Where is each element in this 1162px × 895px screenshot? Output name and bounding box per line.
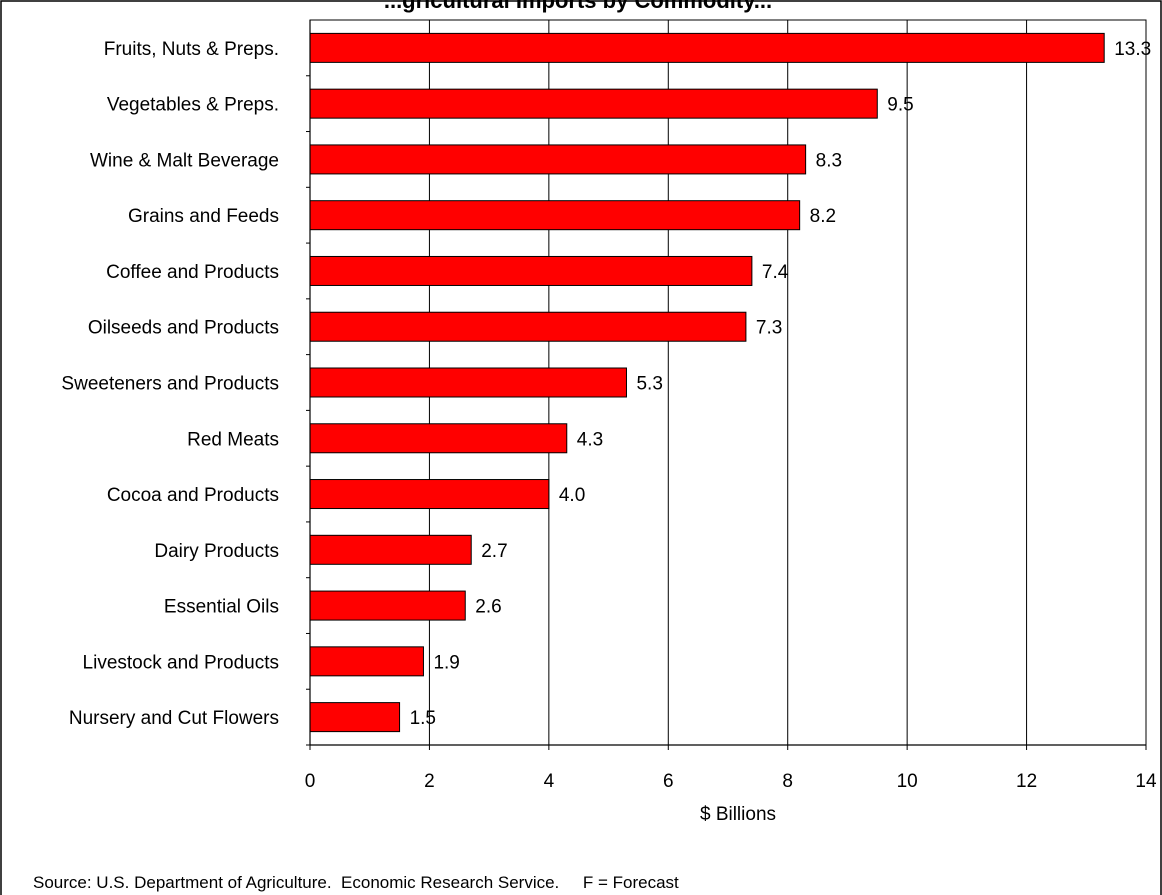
x-tick-label-8: 8 [782,771,793,792]
bar-red-meats [309,423,568,454]
bar-coffee-and-products [309,255,753,286]
value-label-vegetables-preps: 9.5 [887,95,913,116]
category-label-coffee-and-products: Coffee and Products [106,262,279,283]
value-label-grains-and-feeds: 8.2 [810,206,836,227]
bar-nursery-and-cut-flowers [309,702,401,733]
x-tick-label-6: 6 [663,771,674,792]
category-label-cocoa-and-products: Cocoa and Products [107,485,279,506]
category-label-grains-and-feeds: Grains and Feeds [128,206,279,227]
bar-essential-oils [309,590,466,621]
bar-wine-malt-beverage [309,144,807,175]
bar-livestock-and-products [309,646,424,677]
value-label-nursery-and-cut-flowers: 1.5 [410,708,436,729]
x-tick-label-12: 12 [1016,771,1037,792]
bar-sweeteners-and-products [309,367,627,398]
value-label-essential-oils: 2.6 [475,597,501,618]
category-label-vegetables-preps: Vegetables & Preps. [107,95,279,116]
category-label-oilseeds-and-products: Oilseeds and Products [88,318,279,339]
bar-fruits-nuts-preps [309,32,1105,63]
category-label-sweeteners-and-products: Sweeteners and Products [61,374,279,395]
chart-title: ...gricultural Imports by Commodity... [384,0,772,13]
category-label-wine-malt-beverage: Wine & Malt Beverage [90,150,279,171]
x-tick-label-14: 14 [1135,771,1157,792]
category-label-fruits-nuts-preps: Fruits, Nuts & Preps. [104,39,279,60]
x-tick-label-0: 0 [305,771,316,792]
x-tick-label-2: 2 [424,771,435,792]
category-label-essential-oils: Essential Oils [164,597,279,618]
category-label-dairy-products: Dairy Products [154,541,279,562]
value-label-dairy-products: 2.7 [481,541,507,562]
x-tick-label-4: 4 [544,771,555,792]
value-label-coffee-and-products: 7.4 [762,262,789,283]
value-label-sweeteners-and-products: 5.3 [636,374,662,395]
bar-grains-and-feeds [309,200,801,231]
x-tick-label-10: 10 [897,771,918,792]
bar-cocoa-and-products [309,479,550,510]
x-axis-title: $ Billions [700,804,776,825]
bar-dairy-products [309,534,472,565]
bar-vegetables-preps [309,88,878,119]
bar-oilseeds-and-products [309,311,747,342]
value-label-cocoa-and-products: 4.0 [559,485,585,506]
value-label-wine-malt-beverage: 8.3 [816,150,842,171]
value-label-red-meats: 4.3 [577,429,603,450]
category-label-red-meats: Red Meats [187,429,279,450]
value-label-livestock-and-products: 1.9 [433,652,459,673]
category-label-livestock-and-products: Livestock and Products [83,652,279,673]
source-note: Source: U.S. Department of Agriculture. … [33,873,679,892]
category-label-nursery-and-cut-flowers: Nursery and Cut Flowers [69,708,279,729]
value-label-oilseeds-and-products: 7.3 [756,318,782,339]
value-label-fruits-nuts-preps: 13.3 [1114,39,1151,60]
